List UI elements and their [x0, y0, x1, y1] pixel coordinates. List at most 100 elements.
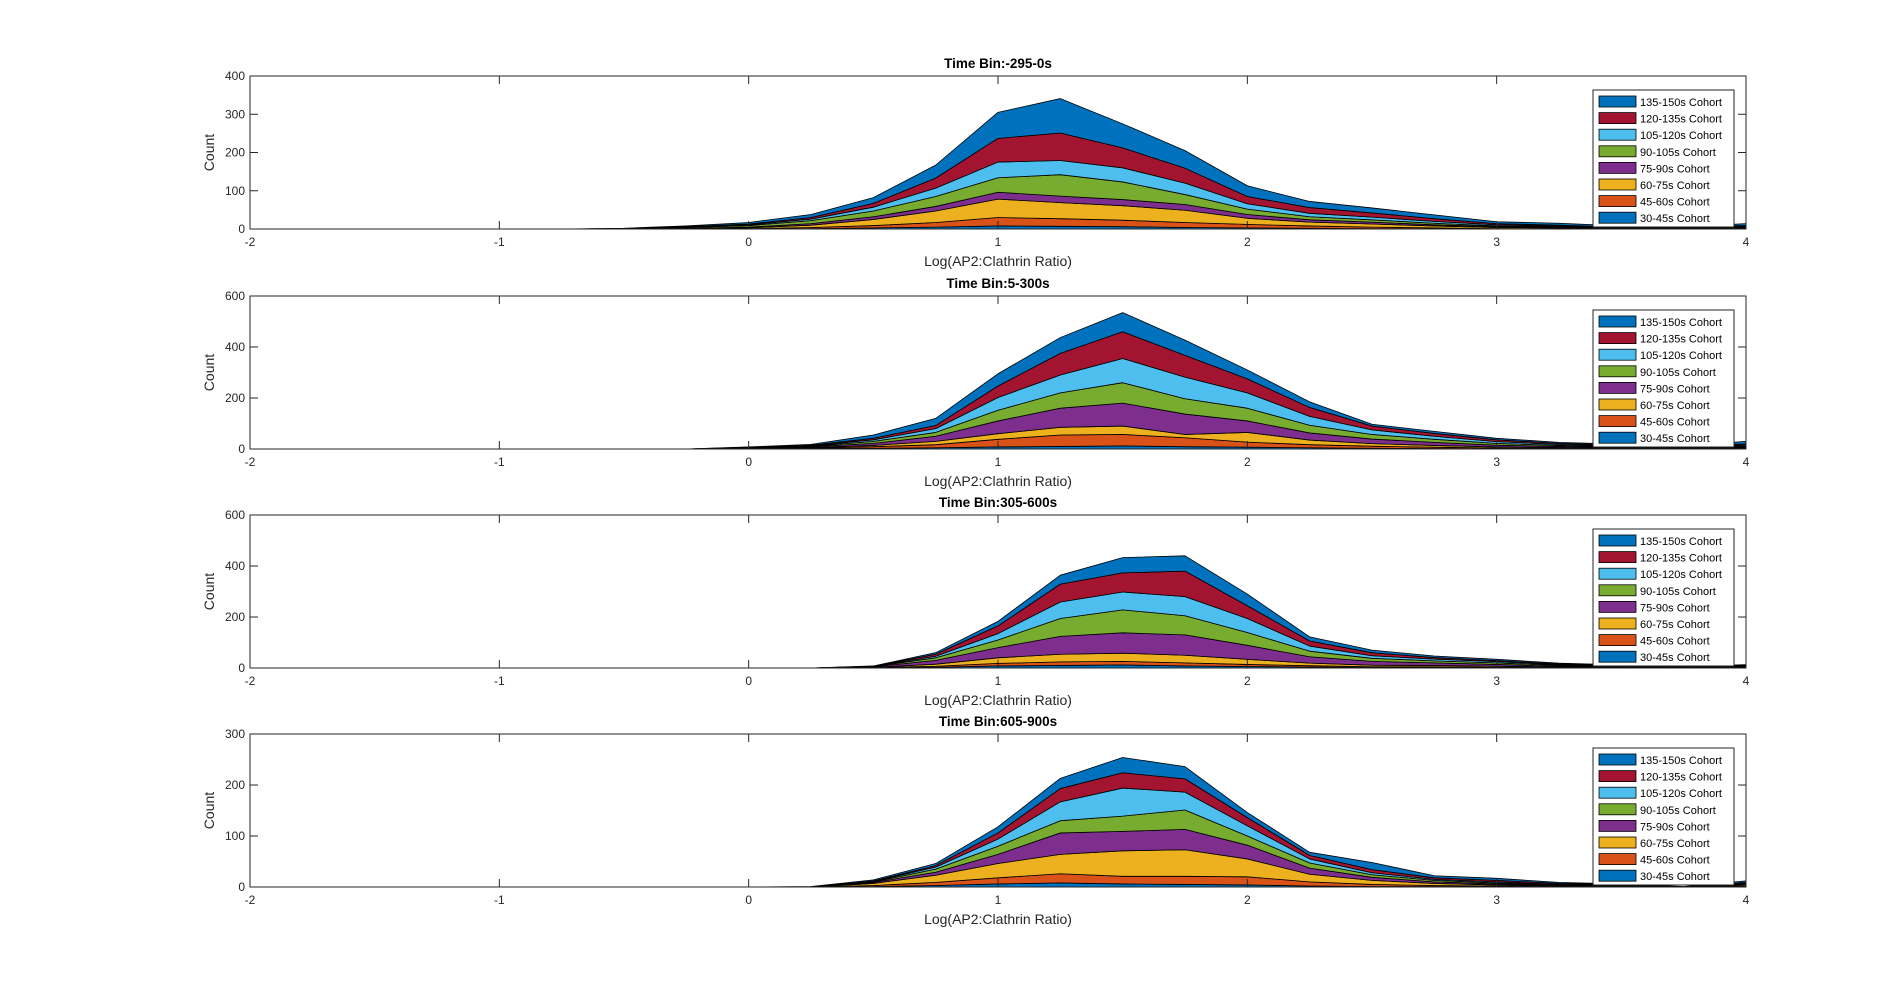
x-tick-label: -2 — [245, 455, 256, 469]
x-tick-label: 1 — [995, 235, 1002, 249]
x-tick-label: 2 — [1244, 893, 1251, 907]
legend-entry-label: 60-75s Cohort — [1640, 838, 1710, 850]
legend-swatch — [1598, 786, 1637, 799]
legend-entry-label: 45-60s Cohort — [1640, 197, 1710, 209]
legend: 135-150s Cohort 120-135s Cohort 105-120s C… — [1592, 528, 1735, 667]
y-tick-label: 600 — [225, 289, 245, 303]
legend-entry-label: 90-105s Cohort — [1640, 147, 1716, 159]
legend-swatch — [1598, 431, 1637, 444]
chart-title: Time Bin:605-900s — [939, 714, 1057, 729]
legend-entry-label: 105-120s Cohort — [1640, 130, 1722, 142]
y-tick-label: 100 — [225, 829, 245, 843]
legend-entry-label: 60-75s Cohort — [1640, 400, 1710, 412]
legend-entry-label: 105-120s Cohort — [1640, 350, 1722, 362]
x-tick-label: 0 — [745, 674, 752, 688]
x-tick-label: 2 — [1244, 235, 1251, 249]
chart-title: Time Bin:-295-0s — [944, 56, 1052, 71]
x-tick-label: 4 — [1743, 455, 1750, 469]
x-tick-label: 4 — [1743, 893, 1750, 907]
legend-entry-label: 135-150s Cohort — [1640, 317, 1722, 329]
legend-swatch — [1598, 820, 1637, 832]
legend-swatch — [1598, 332, 1637, 345]
x-axis-label: Log(AP2:Clathrin Ratio) — [924, 253, 1072, 269]
legend-entry-label: 120-135s Cohort — [1640, 114, 1722, 126]
legend-swatch — [1598, 853, 1637, 865]
x-tick-label: 1 — [995, 674, 1002, 688]
legend-entry-label: 75-90s Cohort — [1640, 383, 1710, 395]
legend-swatch — [1598, 415, 1637, 428]
legend-entry-label: 45-60s Cohort — [1640, 636, 1710, 648]
legend-swatch — [1598, 95, 1637, 108]
legend-entry-label: 75-90s Cohort — [1640, 821, 1710, 833]
legend-entry-label: 45-60s Cohort — [1640, 855, 1710, 867]
legend-swatch — [1598, 195, 1637, 208]
x-axis-label: Log(AP2:Clathrin Ratio) — [924, 473, 1072, 489]
y-tick-label: 400 — [225, 340, 245, 354]
x-tick-label: 3 — [1493, 674, 1500, 688]
legend-entry-label: 60-75s Cohort — [1640, 619, 1710, 631]
legend-swatch — [1598, 161, 1637, 174]
y-tick-label: 0 — [238, 880, 245, 894]
legend-swatch — [1598, 836, 1637, 849]
legend-swatch — [1598, 803, 1637, 816]
legend-entry-label: 120-135s Cohort — [1640, 772, 1722, 784]
legend-entry-label: 135-150s Cohort — [1640, 97, 1722, 109]
y-axis-label: Count — [201, 354, 217, 391]
x-tick-label: 1 — [995, 893, 1002, 907]
x-tick-label: -2 — [245, 674, 256, 688]
legend-swatch — [1598, 551, 1637, 563]
legend-swatch — [1598, 650, 1637, 663]
x-tick-label: -2 — [245, 893, 256, 907]
legend-swatch — [1598, 112, 1637, 124]
x-tick-label: 3 — [1493, 893, 1500, 907]
legend-entry-label: 105-120s Cohort — [1640, 788, 1722, 800]
x-tick-label: -1 — [494, 235, 505, 249]
y-tick-label: 0 — [238, 661, 245, 675]
x-tick-label: 4 — [1743, 674, 1750, 688]
legend-swatch — [1598, 601, 1637, 613]
legend-swatch — [1598, 145, 1637, 158]
y-axis-label: Count — [201, 134, 217, 171]
legend-swatch — [1598, 534, 1637, 547]
x-tick-label: 0 — [745, 455, 752, 469]
x-tick-label: -1 — [494, 893, 505, 907]
y-tick-label: 0 — [238, 442, 245, 456]
legend-swatch — [1598, 567, 1637, 580]
legend: 135-150s Cohort 120-135s Cohort 105-120s C… — [1592, 747, 1735, 886]
legend-swatch — [1598, 869, 1637, 882]
legend-swatch — [1598, 365, 1637, 378]
legend-entry-label: 30-45s Cohort — [1640, 652, 1710, 664]
legend-entry-label: 75-90s Cohort — [1640, 163, 1710, 175]
y-tick-label: 200 — [225, 610, 245, 624]
legend-swatch — [1598, 348, 1637, 361]
y-tick-label: 400 — [225, 69, 245, 83]
legend-swatch — [1598, 178, 1637, 191]
y-axis-label: Count — [201, 573, 217, 610]
y-tick-label: 200 — [225, 146, 245, 160]
x-tick-label: 2 — [1244, 674, 1251, 688]
x-tick-label: -1 — [494, 455, 505, 469]
legend-entry-label: 90-105s Cohort — [1640, 367, 1716, 379]
legend-entry-label: 45-60s Cohort — [1640, 417, 1710, 429]
legend-entry-label: 30-45s Cohort — [1640, 433, 1710, 445]
legend-entry-label: 75-90s Cohort — [1640, 602, 1710, 614]
legend-swatch — [1598, 211, 1637, 224]
y-tick-label: 100 — [225, 184, 245, 198]
chart-panel: -2 -1 0 1 2 3 4 0 200 400 600 Time Bin:5-300s Log(AP… — [201, 276, 1750, 489]
legend-entry-label: 90-105s Cohort — [1640, 805, 1716, 817]
chart-title: Time Bin:5-300s — [946, 276, 1049, 291]
chart-panel: -2 -1 0 1 2 3 4 0 100 200 300 400 Time Bin:-295-0s Lo… — [201, 56, 1750, 269]
x-tick-label: 0 — [745, 235, 752, 249]
legend-swatch — [1598, 617, 1637, 630]
chart-panel: -2 -1 0 1 2 3 4 0 200 400 600 Time Bin:305-600s Log(… — [201, 495, 1750, 708]
y-tick-label: 300 — [225, 727, 245, 741]
legend-entry-label: 120-135s Cohort — [1640, 334, 1722, 346]
legend-swatch — [1598, 381, 1637, 394]
x-tick-label: -2 — [245, 235, 256, 249]
y-tick-label: 200 — [225, 391, 245, 405]
x-axis-label: Log(AP2:Clathrin Ratio) — [924, 692, 1072, 708]
y-tick-label: 400 — [225, 559, 245, 573]
legend-entry-label: 105-120s Cohort — [1640, 569, 1722, 581]
legend: 135-150s Cohort 120-135s Cohort 105-120s C… — [1592, 89, 1735, 228]
